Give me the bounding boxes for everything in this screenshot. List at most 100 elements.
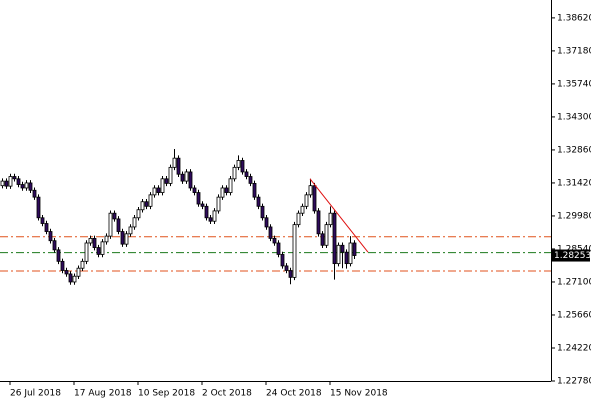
price-box — [552, 249, 590, 262]
candle-body — [76, 267, 81, 277]
candle-body — [100, 241, 105, 255]
candle-body — [260, 205, 265, 219]
candle-body — [320, 233, 325, 246]
candle-body — [352, 242, 357, 256]
candle-body — [32, 189, 37, 198]
candle-body — [340, 244, 345, 253]
y-tick-label: 1.22780 — [557, 377, 591, 387]
candle-body — [240, 160, 245, 173]
candle-body — [244, 171, 249, 177]
candle-body — [312, 185, 317, 212]
candle-body — [68, 273, 73, 283]
candle-body — [56, 249, 61, 262]
candle-body — [72, 275, 77, 283]
x-tick-label: 26 Jul 2018 — [10, 389, 61, 399]
candle-body — [272, 238, 277, 244]
candle-body — [304, 194, 309, 207]
candle-body — [344, 251, 349, 265]
candle-body — [172, 157, 177, 168]
candle-body — [40, 217, 45, 224]
y-tick-label: 1.31420 — [557, 178, 591, 188]
candle-body — [44, 223, 49, 232]
y-tick-label: 1.32860 — [557, 145, 591, 155]
candle-body — [292, 224, 297, 278]
candle-body — [348, 242, 353, 265]
candle-body — [216, 196, 221, 212]
candle-body — [80, 260, 85, 269]
candle-body — [296, 212, 301, 226]
candle-body — [192, 187, 197, 193]
candle-body — [164, 178, 169, 184]
y-tick-label: 1.29980 — [557, 211, 591, 221]
x-tick-label: 17 Aug 2018 — [74, 389, 132, 399]
current-price-label: 1.28253 — [554, 251, 591, 261]
trendline — [309, 178, 369, 253]
candle-body — [136, 209, 141, 219]
candle-body — [4, 180, 9, 187]
candle-body — [152, 187, 157, 196]
candle-body — [276, 242, 281, 255]
candle-body — [224, 187, 229, 193]
candle-body — [288, 270, 293, 278]
candle-body — [96, 247, 101, 255]
y-tick-label: 1.28540 — [557, 244, 591, 254]
candle-body — [212, 210, 217, 222]
y-tick-label: 1.34300 — [557, 112, 591, 122]
candle-body — [112, 212, 117, 220]
candle-body — [52, 240, 57, 251]
candle-body — [280, 254, 285, 267]
candle-body — [116, 218, 121, 232]
candle-body — [332, 212, 337, 265]
candle-body — [188, 171, 193, 189]
candle-body — [252, 182, 257, 198]
candle-body — [176, 157, 181, 175]
x-tick-label: 24 Oct 2018 — [266, 389, 322, 399]
candle-body — [28, 182, 33, 191]
candle-body — [284, 265, 289, 271]
candle-body — [196, 192, 201, 205]
candle-body — [204, 205, 209, 219]
candle-body — [132, 217, 137, 228]
candle-body — [148, 194, 153, 207]
candle-body — [104, 235, 109, 243]
candle-body — [168, 166, 173, 184]
x-tick-label: 15 Nov 2018 — [330, 389, 388, 399]
y-tick-label: 1.38620 — [557, 13, 591, 23]
candle-body — [12, 176, 17, 180]
candle-body — [120, 231, 125, 245]
candle-body — [36, 196, 41, 219]
candle-body — [92, 238, 97, 248]
y-tick-label: 1.35740 — [557, 79, 591, 89]
candle-body — [236, 160, 241, 168]
candle-body — [336, 244, 341, 265]
candle-body — [184, 171, 189, 182]
candle-body — [220, 187, 225, 198]
candle-body — [64, 270, 69, 275]
y-tick-label: 1.37180 — [557, 46, 591, 56]
candle-body — [308, 185, 313, 196]
candle-body — [328, 212, 333, 226]
candle-body — [316, 210, 321, 235]
candle-body — [140, 201, 145, 211]
candle-body — [228, 178, 233, 193]
candle-body — [108, 212, 113, 237]
candle-body — [124, 233, 129, 245]
candle-body — [128, 226, 133, 235]
candle-body — [48, 231, 53, 242]
candle-body — [8, 176, 13, 187]
candle-body — [200, 203, 205, 207]
candle-body — [264, 217, 269, 228]
y-tick-label: 1.25660 — [557, 310, 591, 320]
x-tick-label: 2 Oct 2018 — [202, 389, 252, 399]
candle-body — [180, 173, 185, 182]
candle-body — [208, 217, 213, 222]
candle-body — [20, 184, 25, 189]
candle-body — [160, 178, 165, 193]
candle-body — [88, 238, 93, 244]
candle-body — [156, 187, 161, 193]
candle-body — [324, 224, 329, 246]
candle-body — [24, 182, 29, 189]
candle-body — [232, 166, 237, 180]
y-tick-label: 1.24220 — [557, 343, 591, 353]
